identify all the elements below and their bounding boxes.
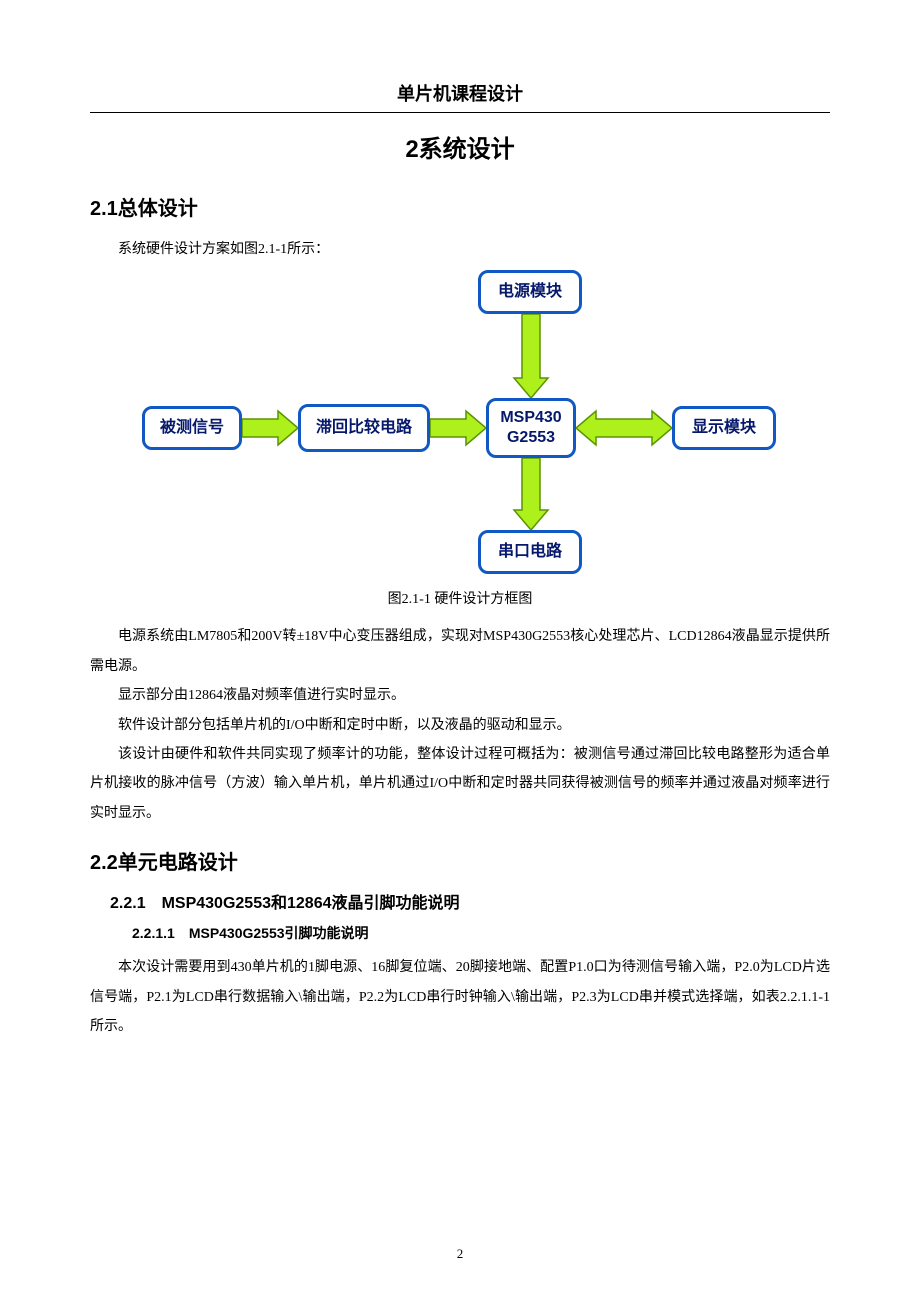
section-2-2-1-title: 2.2.1 MSP430G2553和12864液晶引脚功能说明 <box>110 889 830 913</box>
section-2-1-title: 2.1总体设计 <box>90 192 830 221</box>
section-2-2-title: 2.2单元电路设计 <box>90 846 830 875</box>
hardware-block-diagram: 电源模块被测信号 滞回比较电路 MSP430 G2553 显示模块串口电路 <box>140 268 780 578</box>
chapter-title: 2系统设计 <box>90 129 830 164</box>
page: 单片机课程设计 2系统设计 2.1总体设计 系统硬件设计方案如图2.1-1所示：… <box>0 0 920 1302</box>
section-2-2-1-1-p1: 本次设计需要用到430单片机的1脚电源、16脚复位端、20脚接地端、配置P1.0… <box>90 953 830 1041</box>
section-2-1-p2: 显示部分由12864液晶对频率值进行实时显示。 <box>90 681 830 710</box>
header-title: 单片机课程设计 <box>90 80 830 106</box>
diagram-arrow <box>242 408 298 448</box>
diagram-arrow <box>576 408 672 448</box>
figure-2-1-1-caption: 图2.1-1 硬件设计方框图 <box>90 588 830 608</box>
diagram-arrow <box>430 408 486 448</box>
diagram-node-comp: 滞回比较电路 <box>298 404 430 452</box>
page-number: 2 <box>0 1246 920 1262</box>
diagram-node-display: 显示模块 <box>672 406 776 450</box>
diagram-node-power: 电源模块 <box>478 270 582 314</box>
section-2-1-p3: 软件设计部分包括单片机的I/O中断和定时中断，以及液晶的驱动和显示。 <box>90 711 830 740</box>
diagram-arrow <box>511 458 551 530</box>
section-2-2-1-1-title: 2.2.1.1 MSP430G2553引脚功能说明 <box>132 923 830 943</box>
diagram-node-mcu: MSP430 G2553 <box>486 398 576 458</box>
section-2-1-p4: 该设计由硬件和软件共同实现了频率计的功能，整体设计过程可概括为：被测信号通过滞回… <box>90 740 830 828</box>
header-rule <box>90 112 830 113</box>
diagram-arrow <box>511 314 551 398</box>
diagram-node-serial: 串口电路 <box>478 530 582 574</box>
section-2-1-intro: 系统硬件设计方案如图2.1-1所示： <box>90 235 830 264</box>
diagram-node-signal: 被测信号 <box>142 406 242 450</box>
section-2-1-p1: 电源系统由LM7805和200V转±18V中心变压器组成，实现对MSP430G2… <box>90 622 830 681</box>
